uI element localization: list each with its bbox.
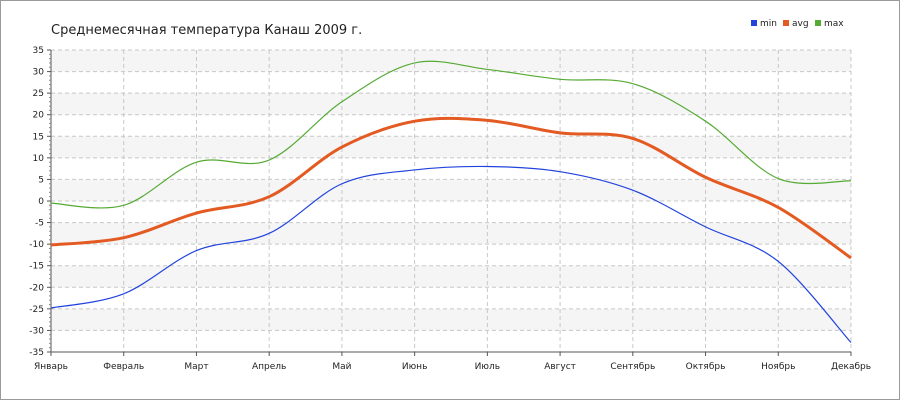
legend-label-avg: avg [792,19,809,29]
plot-band [51,265,851,288]
plot-band [51,222,851,245]
y-tick-label: -30 [29,326,44,336]
plot-band [51,308,851,331]
y-tick-label: -15 [29,262,44,272]
legend: min avg max [751,19,844,29]
series-line-avg [50,116,852,260]
plot-band [51,50,851,72]
y-tick-label: -25 [29,305,44,315]
series-lines [50,60,852,343]
plot-band [51,179,851,201]
x-tick-label: Март [184,362,208,372]
chart-title: Среднемесячная температура Канаш 2009 г. [51,23,362,38]
y-tick-label: -10 [29,240,44,250]
plot-background [51,50,851,331]
grid-lines [50,49,852,353]
y-tick-label: -20 [29,283,44,293]
y-axis-ticks: 35 30 25 20 15 10 5 0 -5 -10 -15 -20 -25 -30 -35 [29,46,51,358]
x-tick-label: Июнь [402,362,428,372]
x-tick-label: Октябрь [686,362,726,372]
legend-swatch-max [815,20,821,26]
series-line-max [50,60,852,209]
plot-band [51,93,851,115]
x-tick-label: Август [544,362,576,372]
series-line-min [50,165,852,343]
x-tick-label: Сентябрь [610,362,655,372]
x-axis-ticks: Январь Февраль Март Апрель Май Июнь Июль Август… [34,352,871,372]
x-tick-label: Январь [34,362,68,372]
y-tick-label: 5 [38,175,44,185]
y-tick-label: 0 [38,197,44,207]
y-tick-label: 25 [33,89,44,99]
x-tick-label: Апрель [252,362,286,372]
y-tick-label: -5 [35,219,44,229]
y-tick-label: 20 [33,111,45,121]
y-tick-label: 15 [33,132,44,142]
legend-label-max: max [824,19,844,29]
legend-swatch-avg [783,20,789,26]
x-tick-label: Ноябрь [761,362,795,372]
y-tick-label: -35 [29,348,44,358]
legend-label-min: min [760,19,777,29]
legend-swatch-min [751,20,757,26]
y-tick-label: 30 [33,68,45,78]
x-tick-label: Декабрь [831,362,871,372]
x-tick-label: Февраль [103,362,144,372]
y-tick-label: 35 [33,46,44,56]
x-tick-label: Июль [475,362,500,372]
y-tick-label: 10 [33,154,45,164]
plot-band [51,136,851,158]
x-tick-label: Май [332,362,351,372]
